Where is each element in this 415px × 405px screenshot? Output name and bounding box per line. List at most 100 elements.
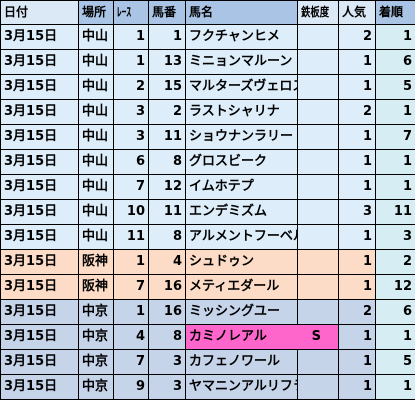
- pop-cell: 1: [338, 374, 376, 400]
- table-row: 3月15日 中京 7 3 カフェノワール 1 5: [0, 349, 415, 375]
- table-row: 3月15日 中山 1 13 ミニョンマルーン 1 6: [0, 49, 415, 75]
- number-cell: 3: [148, 349, 186, 375]
- date-cell: 3月15日: [0, 299, 79, 325]
- race-cell: 3: [113, 99, 149, 125]
- iron-cell: [297, 374, 339, 400]
- race-cell: 9: [113, 374, 149, 400]
- number-cell: 11: [148, 199, 186, 225]
- horse-cell: カフェノワール: [185, 349, 298, 375]
- date-cell: 3月15日: [0, 24, 79, 50]
- venue-cell: 中山: [78, 149, 114, 175]
- iron-cell: [297, 299, 339, 325]
- horse-cell: ラストシャリナ: [185, 99, 298, 125]
- finish-cell: 3: [375, 224, 415, 250]
- finish-cell: 1: [375, 174, 415, 200]
- race-cell: 1: [113, 299, 149, 325]
- venue-cell: 中山: [78, 224, 114, 250]
- pop-cell: 2: [338, 24, 376, 50]
- venue-cell: 中山: [78, 174, 114, 200]
- horse-cell: グロスビーク: [185, 149, 298, 175]
- venue-cell: 中京: [78, 349, 114, 375]
- header-iron: 鉄板度: [297, 0, 339, 25]
- date-cell: 3月15日: [0, 199, 79, 225]
- venue-cell: 中京: [78, 374, 114, 400]
- finish-cell: 11: [375, 199, 415, 225]
- pop-cell: 1: [338, 149, 376, 175]
- iron-cell: [297, 49, 339, 75]
- number-cell: 13: [148, 49, 186, 75]
- date-cell: 3月15日: [0, 74, 79, 100]
- header-date: 日付: [0, 0, 79, 25]
- table-row: 3月15日 中京 9 3 ヤマニンアルリフラ 1 1: [0, 374, 415, 400]
- finish-cell: 7: [375, 124, 415, 150]
- number-cell: 8: [148, 149, 186, 175]
- horse-cell: イムホテプ: [185, 174, 298, 200]
- finish-cell: 6: [375, 299, 415, 325]
- finish-cell: 1: [375, 374, 415, 400]
- horse-cell: シュドゥン: [185, 249, 298, 275]
- table-row: 3月15日 中山 2 15 マルターズヴェロス 1 5: [0, 74, 415, 100]
- number-cell: 12: [148, 174, 186, 200]
- number-cell: 16: [148, 299, 186, 325]
- date-cell: 3月15日: [0, 249, 79, 275]
- iron-cell: [297, 249, 339, 275]
- iron-cell: [297, 149, 339, 175]
- venue-cell: 中山: [78, 74, 114, 100]
- race-cell: 7: [113, 274, 149, 300]
- race-cell: 7: [113, 349, 149, 375]
- horse-cell: ショウナンラリー: [185, 124, 298, 150]
- number-cell: 15: [148, 74, 186, 100]
- finish-cell: 1: [375, 24, 415, 50]
- iron-cell: [297, 99, 339, 125]
- date-cell: 3月15日: [0, 374, 79, 400]
- date-cell: 3月15日: [0, 49, 79, 75]
- iron-cell: [297, 199, 339, 225]
- venue-cell: 中京: [78, 299, 114, 325]
- finish-cell: 1: [375, 149, 415, 175]
- number-cell: 1: [148, 24, 186, 50]
- header-venue: 場所: [78, 0, 114, 25]
- horse-cell: ミニョンマルーン: [185, 49, 298, 75]
- pop-cell: 1: [338, 174, 376, 200]
- race-cell: 11: [113, 224, 149, 250]
- horse-cell: メティエダール: [185, 274, 298, 300]
- horse-cell: S カミノレアル: [185, 324, 339, 350]
- header-row: 日付 場所 ﾚｰｽ 馬番 馬名 鉄板度 人気 着順: [0, 0, 415, 25]
- number-cell: 8: [148, 224, 186, 250]
- finish-cell: 5: [375, 74, 415, 100]
- header-number: 馬番: [148, 0, 186, 25]
- table-row: 3月15日 阪神 7 16 メティエダール 1 12: [0, 274, 415, 300]
- iron-cell: [297, 24, 339, 50]
- number-cell: 8: [148, 324, 186, 350]
- race-cell: 1: [113, 49, 149, 75]
- table-row: 3月15日 中山 11 8 アルメントフーベル 1 3: [0, 224, 415, 250]
- horse-cell: エンデミズム: [185, 199, 298, 225]
- table-row: 3月15日 中山 7 12 イムホテプ 1 1: [0, 174, 415, 200]
- race-cell: 1: [113, 24, 149, 50]
- table-row: 3月15日 阪神 1 4 シュドゥン 1 2: [0, 249, 415, 275]
- pop-cell: 1: [338, 274, 376, 300]
- pop-cell: 1: [338, 349, 376, 375]
- finish-cell: 5: [375, 349, 415, 375]
- pop-cell: 1: [338, 324, 376, 350]
- date-cell: 3月15日: [0, 324, 79, 350]
- iron-cell: [297, 274, 339, 300]
- date-cell: 3月15日: [0, 149, 79, 175]
- horse-cell: フクチャンヒメ: [185, 24, 298, 50]
- race-cell: 4: [113, 324, 149, 350]
- date-cell: 3月15日: [0, 274, 79, 300]
- venue-cell: 中山: [78, 24, 114, 50]
- pop-cell: 1: [338, 124, 376, 150]
- number-cell: 16: [148, 274, 186, 300]
- horse-cell: ヤマニンアルリフラ: [185, 374, 298, 400]
- race-cell: 3: [113, 124, 149, 150]
- horse-cell: ミッシングユー: [185, 299, 298, 325]
- race-cell: 1: [113, 249, 149, 275]
- date-cell: 3月15日: [0, 99, 79, 125]
- venue-cell: 阪神: [78, 249, 114, 275]
- venue-cell: 中山: [78, 124, 114, 150]
- pop-cell: 1: [338, 74, 376, 100]
- table-row: 3月15日 中京 4 8 S カミノレアル 1 1: [0, 324, 415, 350]
- horse-name: カミノレアル: [189, 329, 267, 344]
- header-horse: 馬名: [185, 0, 298, 25]
